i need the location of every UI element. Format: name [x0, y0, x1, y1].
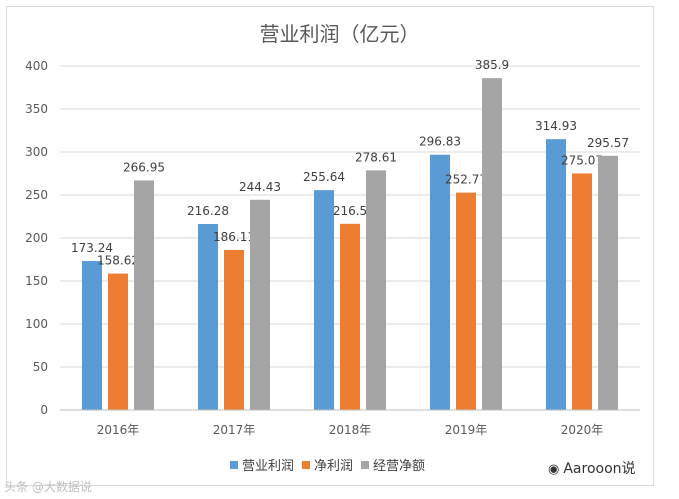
legend-label: 营业利润	[241, 459, 294, 474]
bar	[572, 173, 592, 410]
data-label: 385.9	[475, 58, 509, 72]
bar	[456, 192, 476, 410]
data-label: 296.83	[419, 135, 461, 149]
bar	[224, 249, 244, 410]
legend-swatch	[301, 460, 310, 469]
data-label: 173.24	[71, 241, 113, 255]
chart-title: 营业利润（亿元）	[259, 22, 420, 46]
data-label: 216.28	[187, 204, 229, 218]
data-label: 244.43	[239, 180, 281, 194]
legend-label: 净利润	[313, 459, 353, 474]
x-tick-label: 2019年	[445, 423, 488, 437]
bar	[314, 190, 334, 410]
legend-item: 营业利润	[229, 455, 294, 474]
data-label: 314.93	[535, 119, 577, 133]
bar	[340, 223, 360, 410]
watermark-right-label: Aarooon说	[563, 461, 636, 477]
x-tick-label: 2020年	[561, 423, 604, 437]
y-tick-label: 200	[25, 231, 48, 245]
data-label: 186.11	[213, 230, 255, 244]
y-tick-label: 400	[25, 59, 48, 73]
bar	[134, 180, 154, 410]
y-tick-label: 0	[40, 403, 48, 417]
data-label: 295.57	[587, 136, 629, 150]
bar	[598, 155, 618, 410]
wechat-icon: ◉	[548, 462, 560, 477]
data-label: 266.95	[123, 160, 165, 174]
legend-swatch	[229, 460, 238, 469]
bar	[430, 154, 450, 410]
data-label: 252.77	[445, 173, 487, 187]
y-tick-label: 350	[25, 102, 48, 116]
bar	[108, 273, 128, 410]
legend: 营业利润 净利润 经营净额	[0, 455, 655, 474]
legend-item: 经营净额	[361, 455, 425, 474]
bar	[366, 170, 386, 410]
bar	[82, 261, 102, 410]
y-tick-label: 50	[33, 360, 48, 374]
y-tick-label: 300	[25, 145, 48, 159]
data-label: 255.64	[303, 170, 345, 184]
legend-label: 经营净额	[373, 459, 426, 474]
data-label: 216.5	[333, 204, 367, 218]
data-label: 158.62	[97, 254, 139, 268]
y-tick-label: 150	[25, 274, 48, 288]
x-tick-label: 2017年	[213, 423, 256, 437]
y-tick-label: 100	[25, 317, 48, 331]
bar	[198, 223, 218, 410]
bar	[482, 78, 502, 410]
watermark-right: ◉ Aarooon说	[548, 458, 636, 478]
watermark-left: 头条 @大数据说	[4, 480, 92, 494]
bar	[546, 139, 566, 410]
data-label: 275.07	[561, 153, 603, 167]
data-label: 278.61	[355, 150, 397, 164]
x-tick-label: 2018年	[329, 423, 372, 437]
legend-swatch	[361, 460, 369, 469]
bar	[250, 199, 270, 410]
y-tick-label: 250	[25, 188, 48, 202]
x-tick-label: 2016年	[97, 423, 140, 437]
legend-item: 净利润	[301, 455, 353, 474]
